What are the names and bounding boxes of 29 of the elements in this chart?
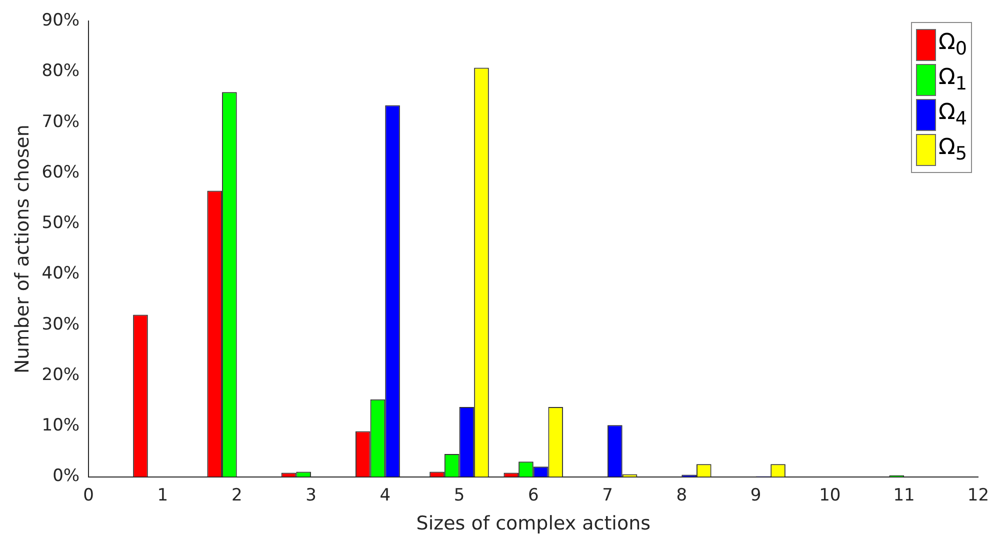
x-tick-label: 9 bbox=[750, 485, 762, 506]
y-tick-label: 30% bbox=[42, 314, 80, 334]
x-tick-label: 5 bbox=[454, 485, 465, 506]
x-tick-label: 12 bbox=[967, 485, 990, 506]
x-tick-label: 8 bbox=[676, 485, 688, 506]
x-tick-label: 2 bbox=[231, 485, 242, 506]
y-tick-label: 20% bbox=[42, 364, 80, 385]
x-tick-label: 7 bbox=[602, 485, 613, 506]
y-tick-label: 0% bbox=[52, 466, 80, 486]
x-tick-label: 3 bbox=[306, 485, 316, 506]
legend-label: Ω$_{1}$ bbox=[938, 65, 967, 95]
y-tick-label: 90% bbox=[42, 10, 80, 31]
x-tick-label: 4 bbox=[380, 485, 391, 506]
legend-label: Ω$_{0}$ bbox=[938, 30, 967, 60]
legend-label: Ω$_{5}$ bbox=[938, 135, 967, 165]
y-tick-label: 50% bbox=[42, 213, 80, 234]
y-tick-label: 60% bbox=[42, 162, 80, 182]
x-tick-label: 0 bbox=[83, 485, 94, 506]
x-tick-label: 10 bbox=[819, 485, 841, 506]
y-tick-label: 10% bbox=[42, 416, 80, 436]
y-axis-title: Number of actions chosen bbox=[11, 124, 34, 374]
y-tick-label: 70% bbox=[42, 112, 80, 132]
x-tick-label: 6 bbox=[528, 485, 539, 506]
legend-label: Ω$_{4}$ bbox=[938, 100, 967, 130]
y-tick-label: 40% bbox=[42, 264, 80, 284]
x-tick-label: 11 bbox=[893, 485, 915, 506]
y-tick-label: 80% bbox=[42, 61, 80, 82]
x-axis-title: Sizes of complex actions bbox=[416, 512, 650, 535]
x-tick-label: 1 bbox=[157, 485, 168, 506]
